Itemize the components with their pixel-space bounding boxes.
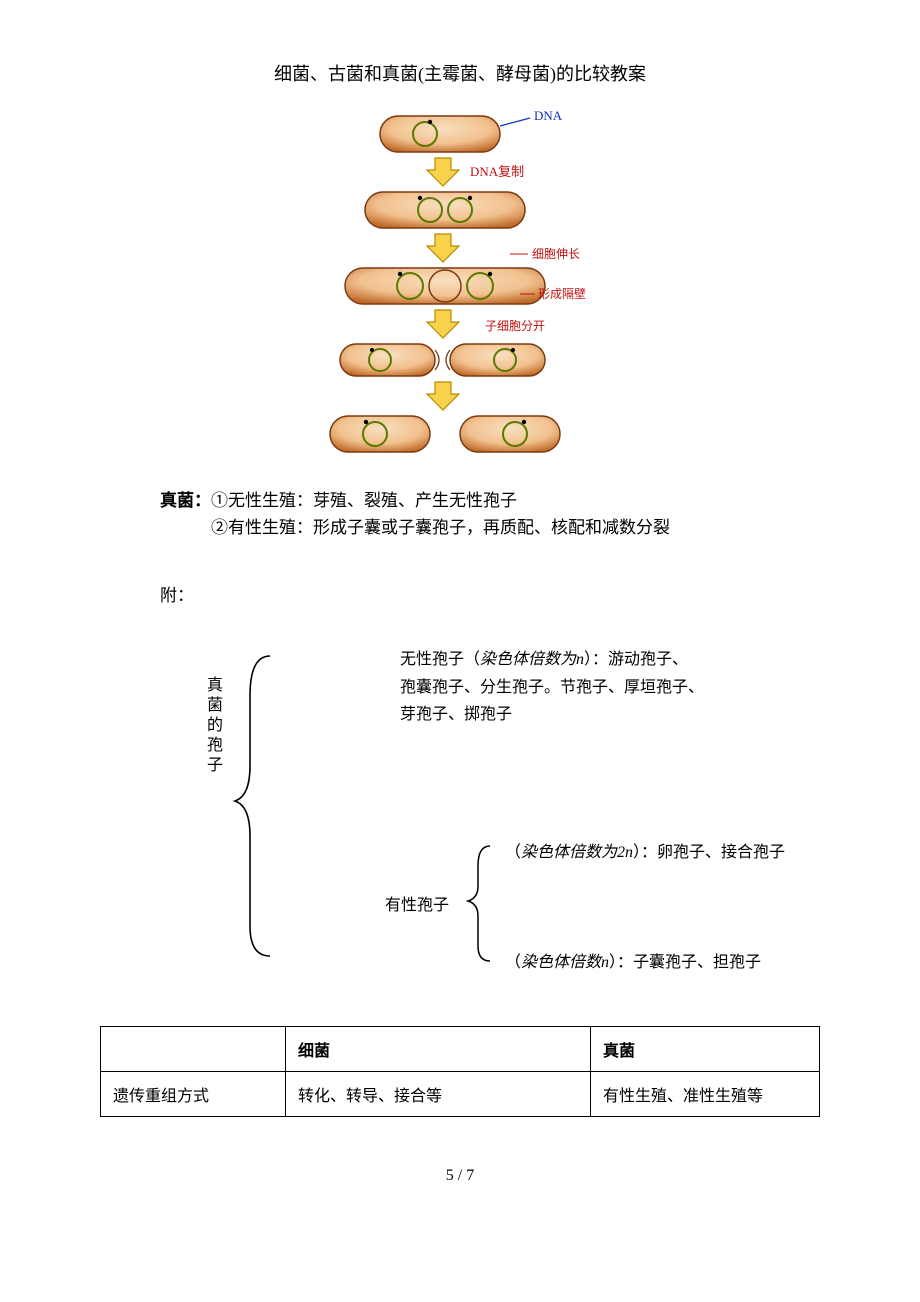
- sexual-branch-n: （染色体倍数n）：子囊孢子、担孢子: [505, 948, 825, 972]
- page-title: 细菌、古菌和真菌(主霉菌、酵母菌)的比较教案: [100, 60, 820, 86]
- table-header-empty: [101, 1027, 286, 1072]
- table-row: 遗传重组方式 转化、转导、接合等 有性生殖、准性生殖等: [101, 1072, 820, 1117]
- table-cell-bacteria: 转化、转导、接合等: [286, 1072, 591, 1117]
- sexual-branch-2n: （染色体倍数为2n）：卵孢子、接合孢子: [505, 838, 825, 862]
- label-replication: DNA复制: [470, 164, 524, 179]
- asexual-spore-block: 无性孢子（染色体倍数为n）：游动孢子、 孢囊孢子、分生孢子。节孢子、厚垣孢子、 …: [400, 646, 800, 728]
- table-header-row: 细菌 真菌: [101, 1027, 820, 1072]
- page-number: 5 / 7: [100, 1167, 820, 1185]
- fungi-line2: ②有性生殖：形成子囊或子囊孢子，再质配、核配和减数分裂: [211, 518, 670, 537]
- table-header-fungi: 真菌: [591, 1027, 820, 1072]
- binary-fission-diagram: DNA DNA复制 细胞伸长: [310, 106, 610, 471]
- sexual-spore-label: 有性孢子: [385, 891, 449, 915]
- label-septum: 形成隔壁: [538, 286, 586, 301]
- label-elongation: 细胞伸长: [532, 247, 580, 261]
- comparison-table: 细菌 真菌 遗传重组方式 转化、转导、接合等 有性生殖、准性生殖等: [100, 1026, 820, 1117]
- document-page: 细菌、古菌和真菌(主霉菌、酵母菌)的比较教案 DNA: [0, 0, 920, 1225]
- table-cell-fungi: 有性生殖、准性生殖等: [591, 1072, 820, 1117]
- fission-svg: DNA DNA复制 细胞伸长: [310, 106, 610, 466]
- table-header-bacteria: 细菌: [286, 1027, 591, 1072]
- fungi-prefix: 真菌：: [160, 491, 211, 510]
- table-row-label: 遗传重组方式: [101, 1072, 286, 1117]
- fungi-reproduction-text: 真菌：①无性生殖：芽殖、裂殖、产生无性孢子 真菌：②有性生殖：形成子囊或子囊孢子…: [160, 487, 820, 541]
- label-separate: 子细胞分开: [485, 319, 545, 333]
- fungi-line1: ①无性生殖：芽殖、裂殖、产生无性孢子: [211, 491, 517, 510]
- attach-label: 附：: [160, 581, 820, 606]
- spore-brace-diagram: 真菌的孢子 无性孢子（染色体倍数为n）：游动孢子、 孢囊孢子、分生孢子。节孢子、…: [160, 636, 820, 976]
- label-dna: DNA: [534, 108, 563, 123]
